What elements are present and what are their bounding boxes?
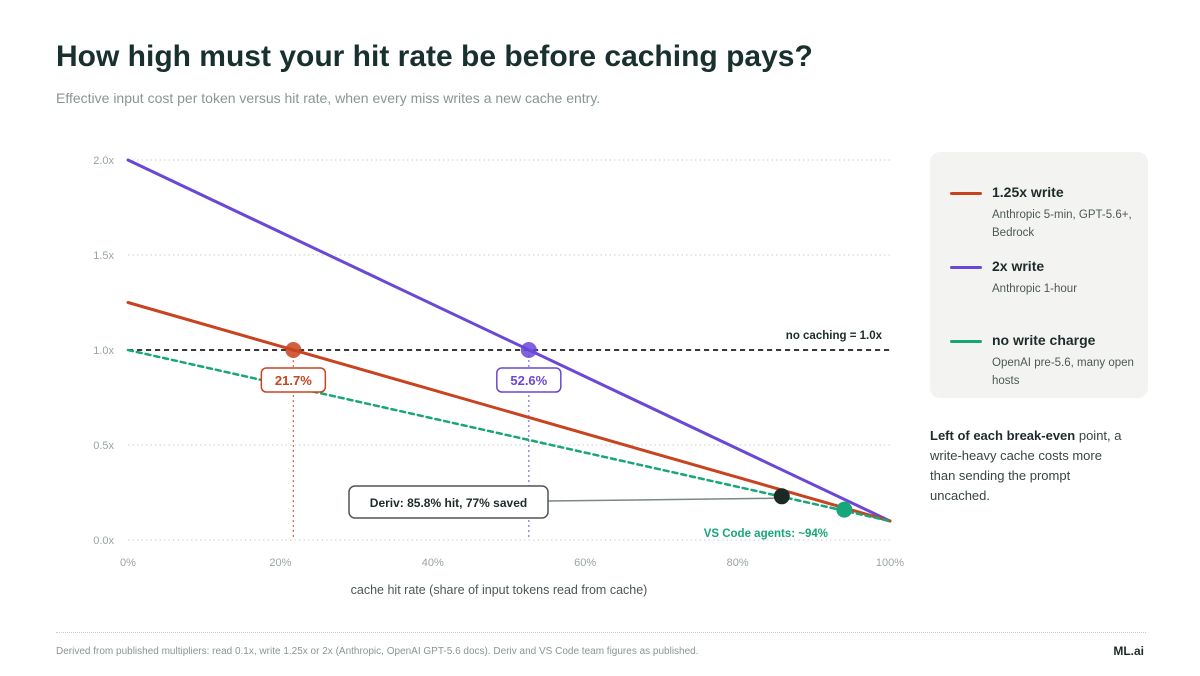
- x-tick-label: 40%: [422, 557, 444, 569]
- footer-source: Derived from published multipliers: read…: [56, 646, 699, 657]
- chart-title: How high must your hit rate be before ca…: [56, 40, 813, 73]
- y-tick-label: 1.5x: [93, 250, 114, 262]
- legend-desc: OpenAI pre-5.6, many open hosts: [992, 357, 1134, 387]
- footer-divider: [56, 632, 1146, 633]
- y-tick-label: 2.0x: [93, 155, 114, 167]
- vscode-point: [836, 501, 853, 518]
- break-even-point: [285, 342, 302, 358]
- break-even-label: 21.7%: [275, 373, 312, 388]
- deriv-point: [773, 488, 790, 505]
- note-bold: Left of each break-even: [930, 428, 1076, 443]
- legend-swatch: [950, 192, 982, 195]
- legend-name: 1.25x write: [992, 184, 1064, 200]
- deriv-label-box: [348, 485, 549, 519]
- reference-line-label: no caching = 1.0x: [786, 330, 883, 342]
- break-even-label-box: [496, 367, 562, 393]
- x-tick-label: 60%: [574, 557, 596, 569]
- legend-swatch: [950, 340, 982, 343]
- series-line-1-25x-write: [126, 301, 892, 523]
- legend-desc: Anthropic 5-min, GPT-5.6+, Bedrock: [992, 209, 1132, 239]
- break-even-label: 52.6%: [510, 373, 547, 388]
- legend-desc: Anthropic 1-hour: [992, 283, 1078, 295]
- x-axis-label: cache hit rate (share of input tokens re…: [351, 583, 648, 597]
- line-chart: 0.0x 0.5x 1.0x 1.5x 2.0x 0% 20% 40% 60% 80% 100% ca…: [93, 155, 904, 597]
- legend: 1.25x write Anthropic 5-min, GPT-5.6+, B…: [930, 152, 1148, 398]
- x-tick-label: 20%: [269, 557, 291, 569]
- brand-logo: ML.ai: [1113, 644, 1144, 658]
- deriv-label: Deriv: 85.8% hit, 77% saved: [370, 496, 527, 510]
- chart-subtitle: Effective input cost per token versus hi…: [56, 90, 601, 106]
- note-text: point, a write-heavy cache costs more th…: [930, 428, 1122, 503]
- legend-name: 2x write: [992, 258, 1045, 274]
- x-tick-label: 0%: [120, 557, 136, 569]
- y-tick-label: 0.0x: [93, 535, 114, 547]
- break-even-label-box: [260, 367, 327, 393]
- x-tick-label: 80%: [727, 557, 749, 569]
- series-line-2x-write: [126, 158, 892, 523]
- vscode-label: VS Code agents: ~94%: [704, 528, 828, 540]
- x-tick-label: 100%: [876, 557, 904, 569]
- y-tick-label: 1.0x: [93, 345, 114, 357]
- legend-swatch: [950, 266, 982, 269]
- series-line-no-write-charge: [126, 348, 892, 523]
- legend-name: no write charge: [992, 332, 1096, 348]
- deriv-connector: [547, 497, 774, 502]
- break-even-note: Left of each break-even point, a write-h…: [930, 426, 1130, 506]
- break-even-point: [520, 342, 537, 358]
- y-tick-label: 0.5x: [93, 440, 114, 452]
